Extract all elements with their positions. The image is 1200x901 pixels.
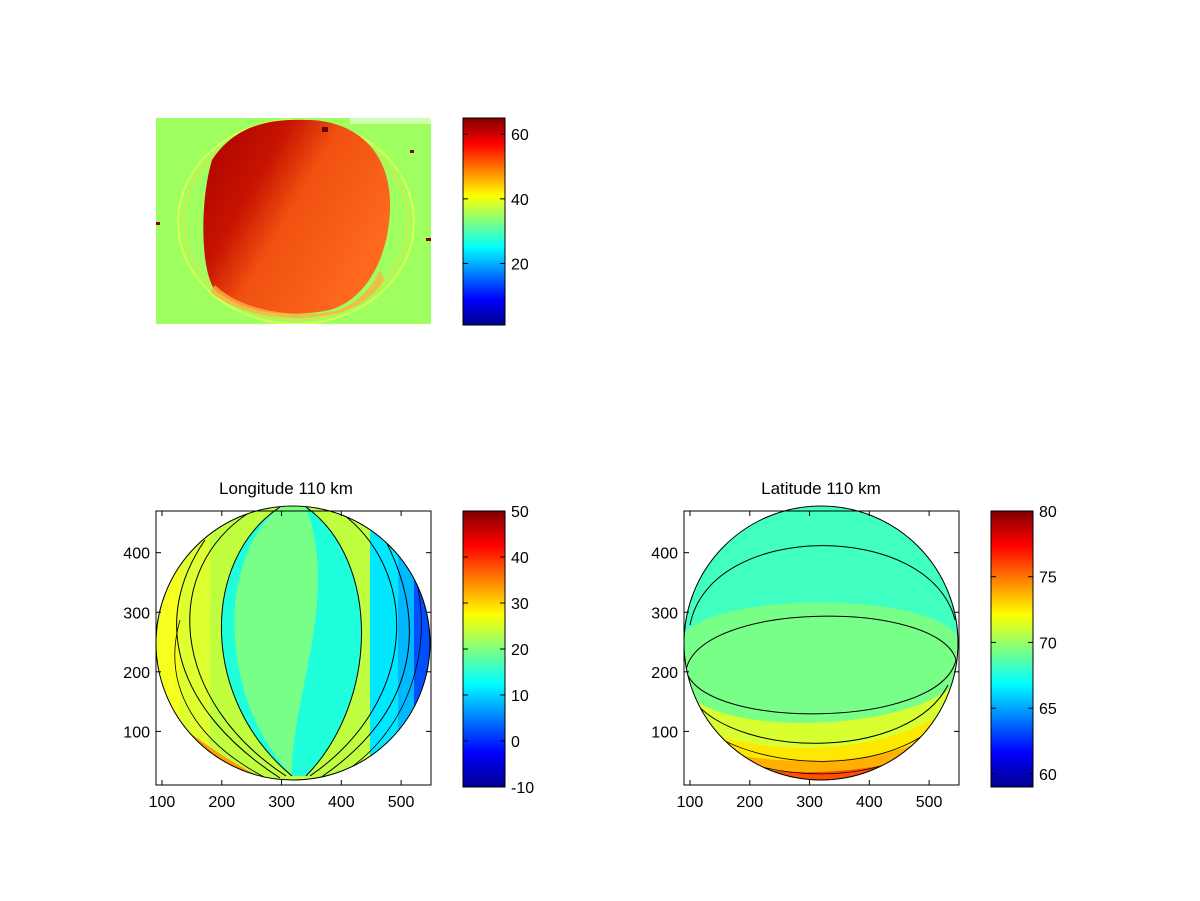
y-tick-label: 300: [123, 605, 150, 622]
colorbar-tick-label: 70: [1039, 635, 1057, 652]
colorbar-tick-label: 75: [1039, 570, 1057, 587]
x-tick-label: 200: [736, 794, 763, 811]
y-tick-label: 400: [123, 546, 150, 563]
colorbar-tick-label: 20: [511, 257, 529, 274]
latitude-panel: Latitude 110 km 100 200 300 400 500 100 200 300…: [651, 479, 960, 811]
x-tick-label: 500: [916, 794, 943, 811]
y-tick-label: 100: [123, 724, 150, 741]
image-panel: [156, 118, 431, 324]
colorbar-image: 20 40 60: [462, 117, 529, 326]
x-tick-label: 300: [796, 794, 823, 811]
colorbar-latitude: 60 65 70 75 80: [990, 504, 1057, 788]
colorbar-tick-label: 60: [511, 127, 529, 144]
x-tick-label: 500: [388, 794, 415, 811]
x-tick-label: 100: [677, 794, 704, 811]
colorbar-longitude: -10 0 10 20 30 40 50: [462, 504, 534, 797]
bright-disk: [203, 119, 391, 314]
longitude-title: Longitude 110 km: [219, 479, 353, 498]
y-tick-label: 400: [651, 546, 678, 563]
colorbar-tick-label: 65: [1039, 701, 1057, 718]
x-tick-label: 400: [328, 794, 355, 811]
y-tick-label: 100: [651, 724, 678, 741]
colorbar-tick-label: 60: [1039, 767, 1057, 784]
colorbar-tick-label: 40: [511, 192, 529, 209]
colorbar-tick-label: 20: [511, 642, 529, 659]
colorbar-tick-label: 40: [511, 550, 529, 567]
x-tick-label: 100: [149, 794, 176, 811]
colorbar-tick-label: 80: [1039, 504, 1057, 521]
colorbar-tick-label: 30: [511, 596, 529, 613]
colorbar-tick-label: 50: [511, 504, 529, 521]
latitude-title: Latitude 110 km: [761, 479, 881, 498]
colorbar-tick-label: 0: [511, 734, 520, 751]
colorbar-tick-label: -10: [511, 780, 534, 797]
colorbar-tick-label: 10: [511, 688, 529, 705]
y-tick-label: 300: [651, 605, 678, 622]
y-tick-label: 200: [123, 665, 150, 682]
x-tick-label: 200: [208, 794, 235, 811]
x-tick-label: 300: [268, 794, 295, 811]
x-tick-label: 400: [856, 794, 883, 811]
longitude-panel: Longitude 110 km 100 200 300 400 50: [123, 479, 432, 811]
y-tick-label: 200: [651, 665, 678, 682]
